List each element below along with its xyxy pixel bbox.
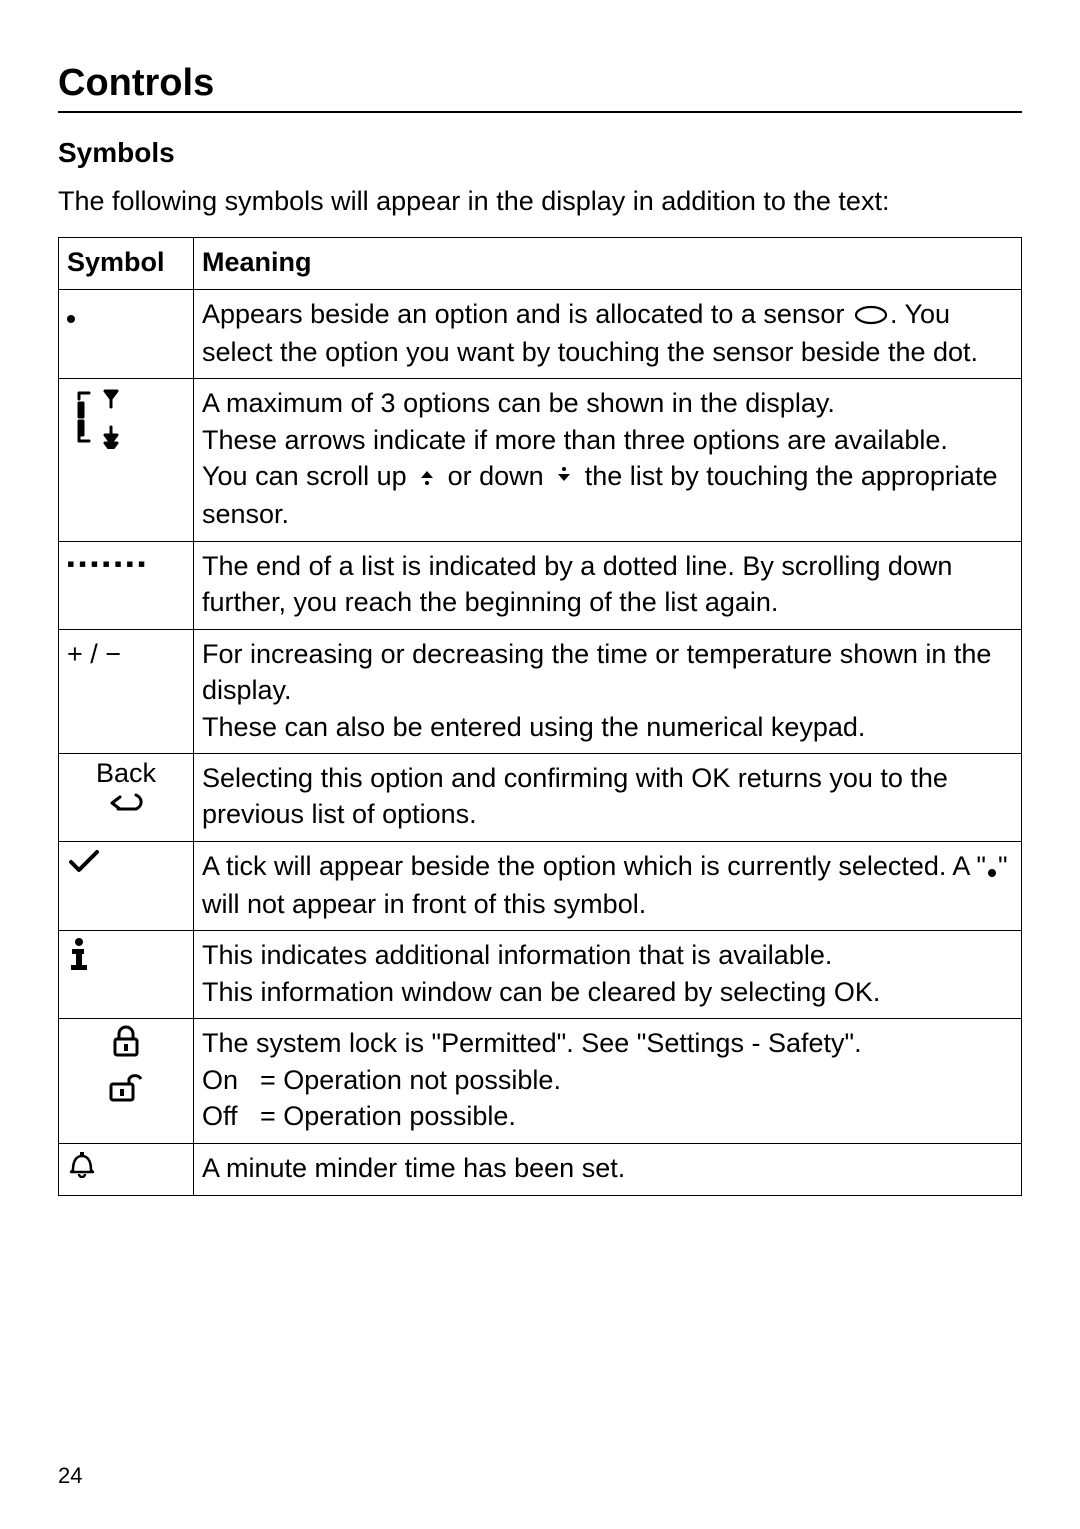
text: You can scroll up xyxy=(202,461,414,491)
dotted-line-icon: ▪▪▪▪▪▪▪ xyxy=(67,551,150,576)
text: This indicates additional information th… xyxy=(202,940,832,970)
meaning-back: Selecting this option and confirming wit… xyxy=(194,754,1022,842)
text: For increasing or decreasing the time or… xyxy=(202,639,991,705)
meaning-plus-minus: For increasing or decreasing the time or… xyxy=(194,629,1022,753)
table-row: ▪▪▪▪▪▪▪ The end of a list is indicated b… xyxy=(59,541,1022,629)
meaning-scroll-arrows: A maximum of 3 options can be shown in t… xyxy=(194,379,1022,541)
manual-page: Controls Symbols The following symbols w… xyxy=(0,0,1080,1529)
lock-closed-icon xyxy=(109,1025,143,1062)
scroll-arrows-icon xyxy=(67,425,127,455)
tick-icon xyxy=(67,852,101,882)
symbol-back: Back xyxy=(59,754,194,842)
symbol-dotted-line: ▪▪▪▪▪▪▪ xyxy=(59,541,194,629)
table-row: Back Selecting this option and confirmin… xyxy=(59,754,1022,842)
meaning-dotted-line: The end of a list is indicated by a dott… xyxy=(194,541,1022,629)
on-text: = Operation not possible. xyxy=(260,1062,1013,1098)
off-text: = Operation possible. xyxy=(260,1098,1013,1134)
text: This information window can be cleared b… xyxy=(202,977,880,1007)
table-row: + / − For increasing or decreasing the t… xyxy=(59,629,1022,753)
scroll-up-icon xyxy=(416,460,438,496)
col-meaning: Meaning xyxy=(194,238,1022,289)
meaning-timer: A minute minder time has been set. xyxy=(194,1143,1022,1195)
table-row: A tick will appear beside the option whi… xyxy=(59,841,1022,931)
off-label: Off xyxy=(202,1098,252,1134)
back-label: Back xyxy=(96,760,156,787)
text: or down xyxy=(440,461,551,491)
info-icon xyxy=(67,949,91,979)
text: A tick will appear beside the option whi… xyxy=(202,851,986,881)
table-row: A minute minder time has been set. xyxy=(59,1143,1022,1195)
symbol-tick xyxy=(59,841,194,931)
scroll-down-icon xyxy=(553,460,575,496)
section-heading: Symbols xyxy=(58,137,1022,169)
table-row: The system lock is "Permitted". See "Set… xyxy=(59,1019,1022,1143)
table-row: Appears beside an option and is allocate… xyxy=(59,289,1022,379)
symbol-dot xyxy=(59,289,194,379)
lock-open-icon xyxy=(107,1070,145,1107)
table-row: A maximum of 3 options can be shown in t… xyxy=(59,379,1022,541)
bell-icon xyxy=(67,1154,97,1184)
page-number: 24 xyxy=(58,1463,82,1489)
on-label: On xyxy=(202,1062,252,1098)
intro-text: The following symbols will appear in the… xyxy=(58,183,1022,219)
page-title: Controls xyxy=(58,62,1022,105)
symbol-scroll-arrows xyxy=(59,379,194,541)
meaning-dot: Appears beside an option and is allocate… xyxy=(194,289,1022,379)
text: These can also be entered using the nume… xyxy=(202,712,865,742)
table-row: This indicates additional information th… xyxy=(59,931,1022,1019)
text: The system lock is "Permitted". See "Set… xyxy=(202,1028,862,1058)
col-symbol: Symbol xyxy=(59,238,194,289)
text: These arrows indicate if more than three… xyxy=(202,425,948,455)
meaning-lock: The system lock is "Permitted". See "Set… xyxy=(194,1019,1022,1143)
sensor-oval-icon xyxy=(854,298,888,334)
text: A maximum of 3 options can be shown in t… xyxy=(202,388,835,418)
meaning-info: This indicates additional information th… xyxy=(194,931,1022,1019)
back-arrow-icon xyxy=(108,789,144,818)
meaning-tick: A tick will appear beside the option whi… xyxy=(194,841,1022,931)
symbol-timer xyxy=(59,1143,194,1195)
table-header-row: Symbol Meaning xyxy=(59,238,1022,289)
symbols-table: Symbol Meaning Appears beside an option … xyxy=(58,237,1022,1196)
bullet-icon xyxy=(988,850,996,886)
title-rule xyxy=(58,111,1022,113)
symbol-plus-minus: + / − xyxy=(59,629,194,753)
text: Appears beside an option and is allocate… xyxy=(202,299,852,329)
dot-icon xyxy=(67,315,75,323)
symbol-info xyxy=(59,931,194,1019)
symbol-lock xyxy=(59,1019,194,1143)
